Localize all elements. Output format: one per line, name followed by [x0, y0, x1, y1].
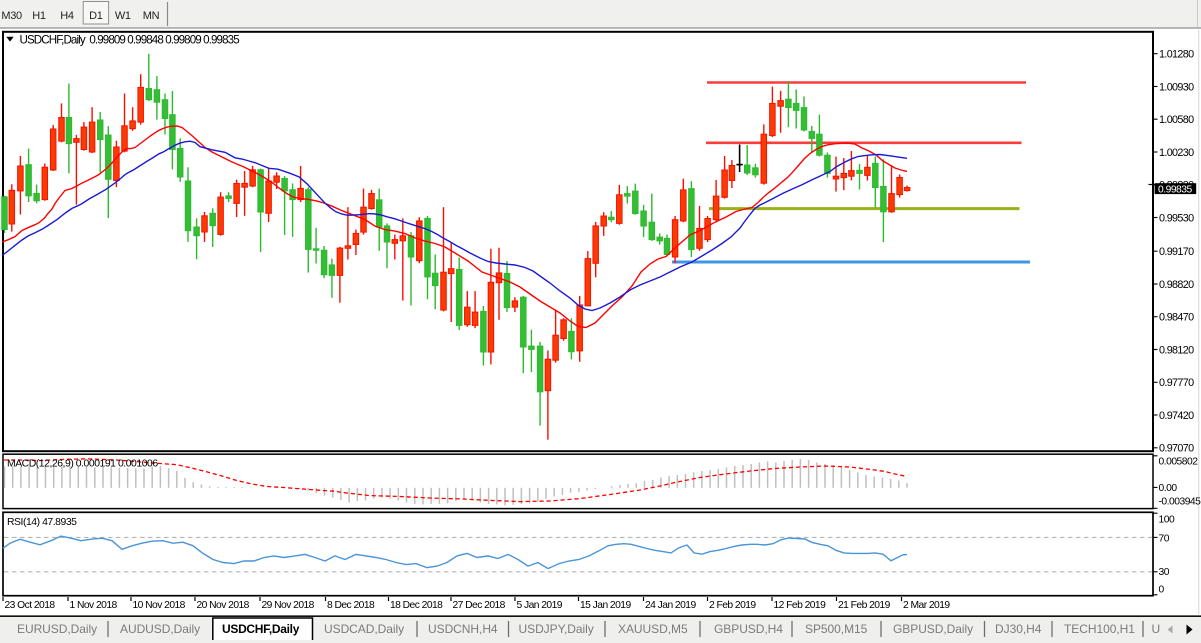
svg-text:GBPUSD,Daily: GBPUSD,Daily	[893, 622, 973, 636]
svg-text:0.99530: 0.99530	[1159, 212, 1194, 224]
svg-text:0.98470: 0.98470	[1159, 312, 1194, 324]
svg-text:0.99835: 0.99835	[1158, 184, 1192, 195]
svg-text:2 Feb 2019: 2 Feb 2019	[709, 600, 756, 611]
svg-text:USDCAD,Daily: USDCAD,Daily	[324, 622, 404, 636]
svg-text:TECH100,H1: TECH100,H1	[1064, 622, 1135, 636]
svg-text:1.00580: 1.00580	[1159, 114, 1194, 126]
svg-text:100: 100	[1159, 515, 1175, 526]
svg-text:1.00230: 1.00230	[1159, 147, 1194, 159]
svg-text:8 Dec 2018: 8 Dec 2018	[327, 600, 375, 611]
svg-text:SP500,M15: SP500,M15	[805, 622, 868, 636]
svg-text:1.01280: 1.01280	[1159, 49, 1194, 61]
svg-text:DJ30,H4: DJ30,H4	[995, 622, 1042, 636]
svg-text:0: 0	[1159, 585, 1165, 596]
svg-text:MN: MN	[143, 10, 160, 22]
svg-text:10 Nov 2018: 10 Nov 2018	[133, 600, 186, 611]
svg-text:EURUSD,Daily: EURUSD,Daily	[17, 622, 97, 636]
svg-text:12 Feb 2019: 12 Feb 2019	[774, 600, 827, 611]
svg-text:H4: H4	[60, 10, 74, 22]
svg-text:USDJPY,Daily: USDJPY,Daily	[519, 622, 594, 636]
svg-text:USDCHF,Daily 0.99809 0.99848: USDCHF,Daily 0.99809 0.99848 0.99809 0.9…	[20, 33, 240, 46]
svg-text:24 Jan 2019: 24 Jan 2019	[645, 600, 696, 611]
svg-text:USDCHF,Daily: USDCHF,Daily	[222, 622, 300, 636]
svg-text:2 Mar 2019: 2 Mar 2019	[903, 600, 950, 611]
svg-text:U: U	[1152, 622, 1161, 636]
svg-text:70: 70	[1159, 533, 1170, 544]
svg-text:-0.003945: -0.003945	[1159, 497, 1201, 508]
svg-text:23 Oct 2018: 23 Oct 2018	[5, 600, 56, 611]
svg-text:XAUUSD,M5: XAUUSD,M5	[618, 622, 688, 636]
svg-text:1 Nov 2018: 1 Nov 2018	[70, 600, 118, 611]
svg-text:0.97070: 0.97070	[1159, 443, 1194, 455]
svg-text:MACD(12,26,9) 0.000191 0.00100: MACD(12,26,9) 0.000191 0.001006	[7, 458, 158, 469]
svg-text:0.99170: 0.99170	[1159, 246, 1194, 258]
svg-text:0.005802: 0.005802	[1159, 456, 1199, 467]
svg-text:27 Dec 2018: 27 Dec 2018	[453, 600, 506, 611]
svg-text:29 Nov 2018: 29 Nov 2018	[262, 600, 315, 611]
svg-text:0.97420: 0.97420	[1159, 410, 1194, 422]
svg-text:0.98120: 0.98120	[1159, 344, 1194, 356]
svg-text:RSI(14) 47.8935: RSI(14) 47.8935	[7, 517, 77, 528]
svg-text:15 Jan 2019: 15 Jan 2019	[580, 600, 631, 611]
svg-text:21 Feb 2019: 21 Feb 2019	[838, 600, 891, 611]
svg-text:1.00930: 1.00930	[1159, 81, 1194, 93]
svg-text:M30: M30	[1, 10, 22, 22]
svg-text:5 Jan 2019: 5 Jan 2019	[517, 600, 563, 611]
svg-text:GBPUSD,H4: GBPUSD,H4	[714, 622, 783, 636]
svg-text:D1: D1	[89, 10, 103, 22]
svg-text:0.00: 0.00	[1159, 483, 1178, 494]
svg-text:20 Nov 2018: 20 Nov 2018	[197, 600, 250, 611]
svg-text:0.97770: 0.97770	[1159, 377, 1194, 389]
svg-text:18 Dec 2018: 18 Dec 2018	[390, 600, 443, 611]
svg-text:30: 30	[1159, 567, 1170, 578]
svg-text:AUDUSD,Daily: AUDUSD,Daily	[120, 622, 200, 636]
svg-text:0.98820: 0.98820	[1159, 279, 1194, 291]
svg-text:W1: W1	[115, 10, 131, 22]
svg-text:H1: H1	[32, 10, 46, 22]
svg-text:USDCNH,H4: USDCNH,H4	[428, 622, 498, 636]
